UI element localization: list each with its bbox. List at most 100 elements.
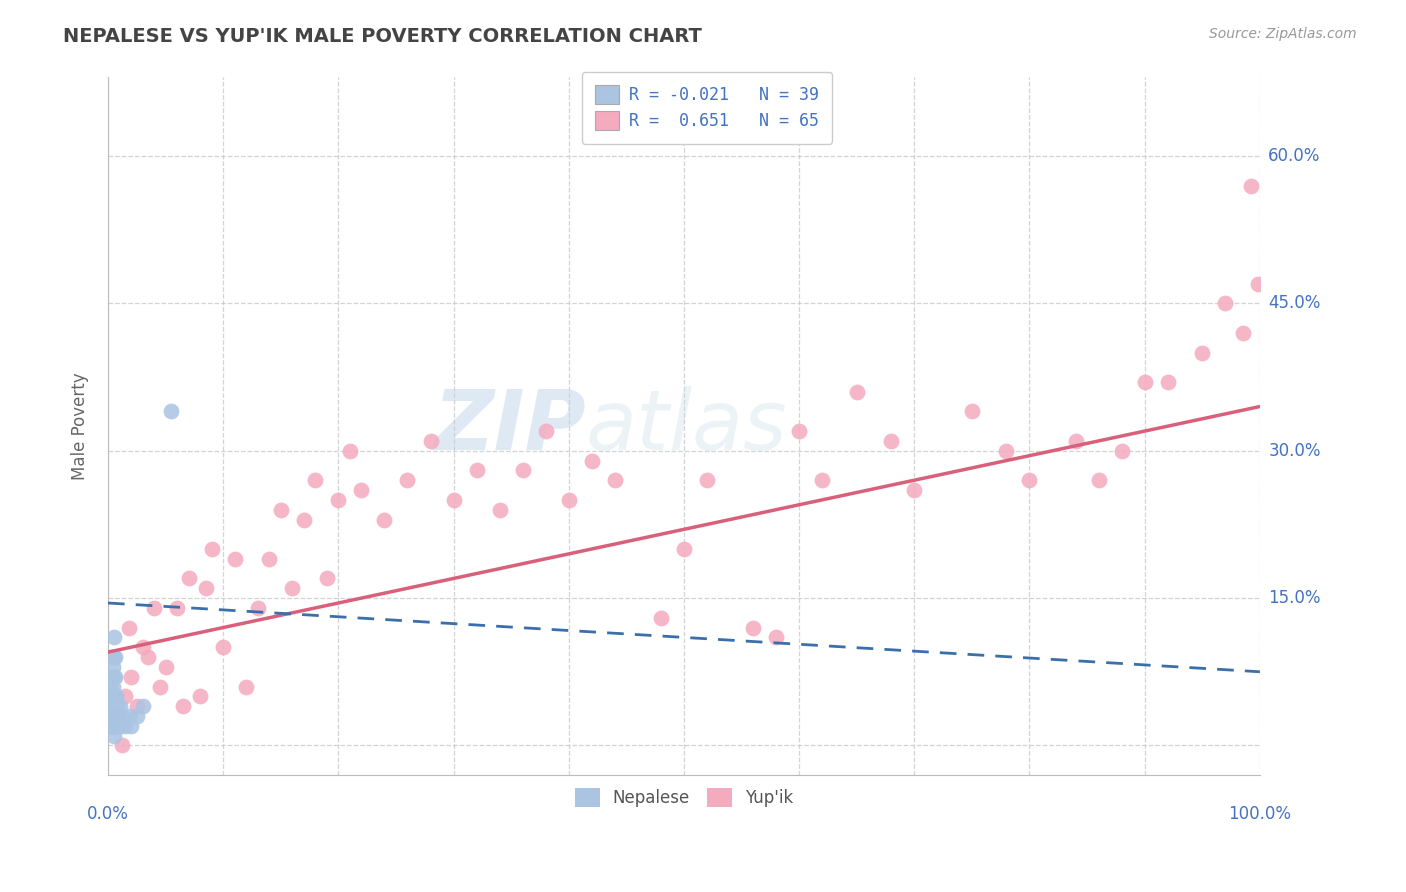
Point [281,581,304,595]
Point [1191,345,1213,359]
Point [100,719,122,733]
Text: Source: ZipAtlas.com: Source: ZipAtlas.com [1209,27,1357,41]
Point [108,719,131,733]
Point [1133,375,1156,389]
Point [373,512,395,526]
Point [880,434,903,448]
Point [903,483,925,497]
Point [811,473,834,487]
Text: 0.0%: 0.0% [87,805,129,823]
Point [650,611,672,625]
Point [103,709,125,723]
Point [101,680,124,694]
Point [125,699,148,714]
Point [100,690,122,704]
Point [103,719,125,733]
Point [103,729,125,743]
Point [328,492,350,507]
Point [1157,375,1180,389]
Point [120,670,142,684]
Point [98,699,121,714]
Point [103,631,125,645]
Point [101,660,124,674]
Point [235,680,257,694]
Point [1232,326,1254,340]
Y-axis label: Male Poverty: Male Poverty [72,372,89,480]
Point [995,443,1018,458]
Point [188,690,211,704]
Legend: Nepalese, Yup'ik: Nepalese, Yup'ik [567,780,801,815]
Point [443,492,465,507]
Point [787,424,810,438]
Point [488,502,510,516]
Point [292,512,315,526]
Point [125,709,148,723]
Point [1246,277,1268,291]
Point [765,631,787,645]
Point [103,670,125,684]
Text: 15.0%: 15.0% [1268,589,1320,607]
Point [100,650,122,665]
Point [131,699,153,714]
Point [696,473,718,487]
Point [350,483,373,497]
Point [105,719,128,733]
Point [160,404,183,418]
Point [98,680,121,694]
Text: 30.0%: 30.0% [1268,442,1320,459]
Point [143,601,166,615]
Text: NEPALESE VS YUP'IK MALE POVERTY CORRELATION CHART: NEPALESE VS YUP'IK MALE POVERTY CORRELAT… [63,27,702,45]
Point [1111,443,1133,458]
Point [1213,296,1236,310]
Point [108,699,131,714]
Point [177,571,200,585]
Point [111,709,134,723]
Point [101,699,124,714]
Point [100,670,122,684]
Point [212,640,235,655]
Point [114,690,136,704]
Point [105,690,128,704]
Point [103,699,125,714]
Point [105,699,128,714]
Text: atlas: atlas [586,385,787,467]
Text: 60.0%: 60.0% [1268,147,1320,165]
Point [105,709,128,723]
Point [1064,434,1087,448]
Point [120,719,142,733]
Point [581,453,603,467]
Point [1240,178,1263,193]
Text: 100.0%: 100.0% [1229,805,1291,823]
Point [105,709,128,723]
Point [114,719,136,733]
Point [465,463,488,477]
Point [396,473,419,487]
Point [339,443,361,458]
Point [104,670,127,684]
Point [101,719,124,733]
Point [512,463,534,477]
Point [104,709,127,723]
Point [603,473,626,487]
Point [131,640,153,655]
Point [960,404,983,418]
Point [259,551,281,566]
Point [100,709,122,723]
Point [742,621,765,635]
Text: 45.0%: 45.0% [1268,294,1320,312]
Text: ZIP: ZIP [433,385,586,467]
Point [246,601,269,615]
Point [201,541,224,556]
Point [315,571,337,585]
Point [224,551,246,566]
Point [270,502,292,516]
Point [98,719,121,733]
Point [558,492,581,507]
Point [103,690,125,704]
Point [534,424,557,438]
Point [304,473,326,487]
Point [419,434,441,448]
Point [103,650,125,665]
Point [166,601,188,615]
Point [111,739,134,753]
